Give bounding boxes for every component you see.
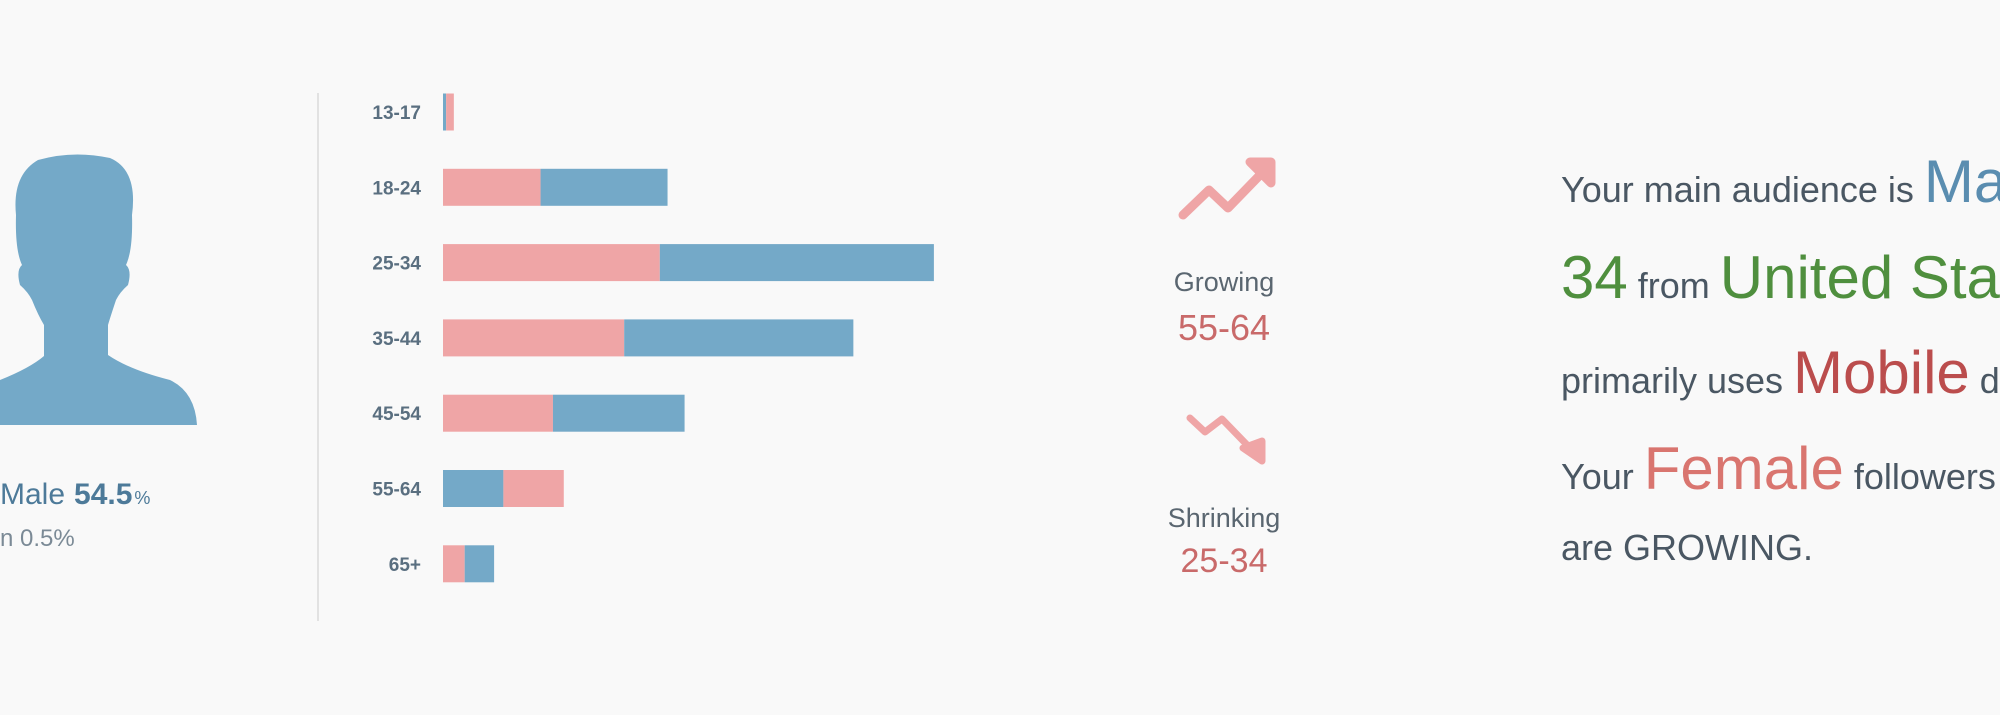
bar-segment: [443, 319, 625, 357]
age-chart: 13-17 18-24 25-34 35-44 45-54 55-64 65+: [372, 93, 934, 583]
bar-segment: [443, 545, 465, 583]
shrinking-label: Shrinking: [1168, 503, 1281, 533]
bar-segment: [443, 244, 660, 282]
summary-line: Your main audience isMal: [1561, 147, 2000, 216]
bar-segment: [443, 470, 504, 507]
category-label: 13-17: [372, 103, 421, 124]
category-label: 55-64: [372, 480, 421, 501]
category-label: 35-44: [372, 329, 421, 350]
summary-text: are GROWING.: [1561, 526, 1814, 568]
percent-sign: %: [134, 488, 150, 508]
bar-segment: [624, 319, 854, 357]
summary-text: de: [1979, 360, 2000, 402]
category-label: 18-24: [372, 178, 421, 199]
summary-text: from: [1637, 265, 1710, 307]
other-gender: n 0.5%: [0, 525, 75, 552]
emphasis-word: 34: [1561, 244, 1628, 312]
growing-range: 55-64: [1178, 307, 1270, 348]
emphasis-word: Mobile: [1793, 339, 1970, 407]
category-label: 65+: [389, 555, 421, 576]
category-label: 45-54: [372, 404, 421, 425]
person-icon: [0, 154, 197, 425]
growing-label: Growing: [1174, 267, 1275, 297]
summary-text: Your main audience is: [1561, 169, 1914, 211]
bar-segment: [552, 394, 685, 432]
bar-segment: [464, 545, 495, 583]
bar-segment: [443, 93, 447, 131]
emphasis-word: Mal: [1923, 148, 2000, 216]
shrinking-range: 25-34: [1181, 542, 1268, 580]
bar-segment: [659, 244, 934, 282]
bar-segment: [503, 470, 564, 507]
summary-text: primarily uses: [1561, 360, 1784, 402]
bar-segment: [443, 168, 541, 206]
emphasis-word: Female: [1643, 435, 1844, 503]
bar-segment: [446, 93, 454, 131]
emphasis-word: United Stat: [1719, 244, 2000, 312]
summary-line: 34 from United Stat: [1561, 243, 2000, 312]
gender-label: Male: [0, 478, 65, 511]
summary-line: primarily usesMobilede: [1561, 338, 2000, 407]
gender-percent: 54.5: [74, 478, 132, 511]
bar-segment: [443, 394, 553, 432]
summary-text: Your: [1561, 456, 1634, 498]
category-label: 25-34: [372, 254, 421, 275]
shrinking-arrow: [1186, 414, 1266, 465]
summary-text: followers a: [1853, 456, 2000, 498]
summary-line: are GROWING.: [1561, 527, 1823, 569]
growing-arrow: [1178, 157, 1276, 220]
bar-segment: [540, 168, 668, 206]
